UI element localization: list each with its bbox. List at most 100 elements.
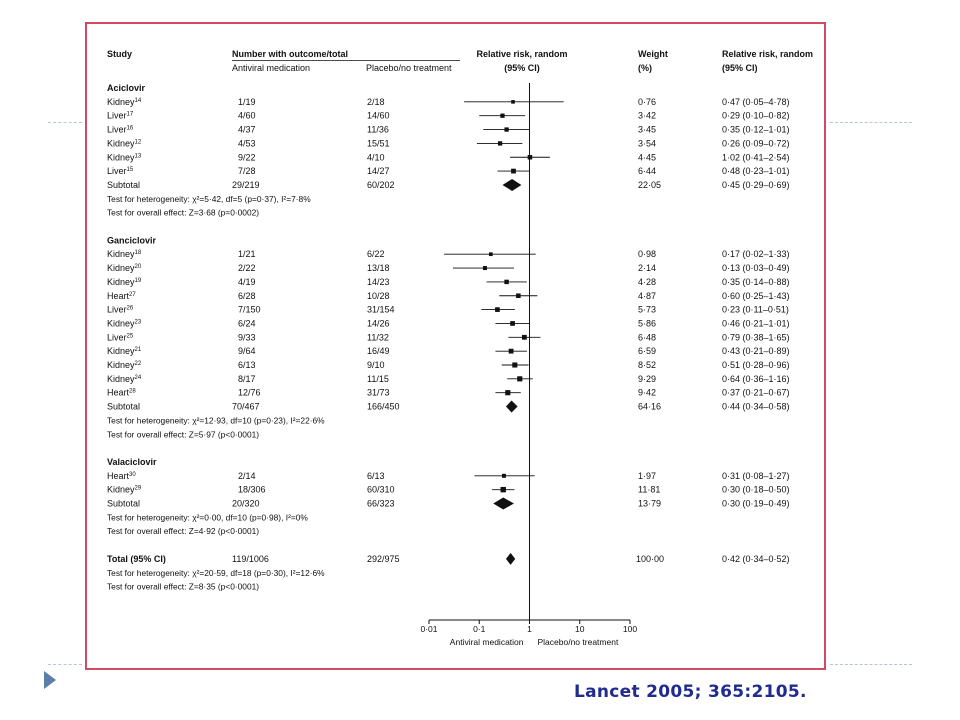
study-row-1-8-label: Kidney22: [107, 360, 142, 370]
study-row-1-0-rr-ci: 0·17 (0·02–1·33): [722, 249, 790, 259]
study-row-2-0-label: Heart30: [107, 471, 136, 481]
study-row-1-1-square: [482, 266, 487, 271]
study-row-1-3-antiviral: 6/28: [238, 291, 256, 301]
total-weight: 100·00: [636, 554, 664, 564]
study-row-1-8-rr-ci: 0·51 (0·28–0·96): [722, 360, 790, 370]
subtotal-2-label: Subtotal: [107, 499, 140, 509]
subtotal-0-diamond: [502, 178, 522, 191]
subtotal-2-diamond: [493, 497, 514, 510]
study-row-1-9-square: [517, 376, 523, 382]
group-test-0-1: Test for overall effect: Z=3·68 (p=0·000…: [107, 208, 259, 218]
study-row-1-6-label: Liver25: [107, 332, 134, 342]
group-test-1-1: Test for overall effect: Z=5·97 (p<0·000…: [107, 429, 259, 439]
study-row-1-3-label-ref: 27: [129, 292, 136, 298]
study-row-1-0-antiviral: 1/21: [238, 249, 256, 259]
study-row-2-1-label: Kidney29: [107, 485, 142, 495]
study-row-1-8-label-ref: 22: [135, 361, 142, 367]
study-row-0-1-label: Liver17: [107, 111, 134, 121]
study-row-1-5-placebo: 14/26: [367, 318, 390, 328]
study-row-0-2-label-name: Liver: [107, 125, 127, 135]
study-row-1-8-square: [512, 362, 518, 368]
study-row-2-0-label-name: Heart: [107, 471, 130, 481]
study-row-2-1-placebo: 60/310: [367, 485, 395, 495]
subtotal-0-antiviral: 29/219: [232, 180, 260, 190]
group-test-2-0: Test for heterogeneity: χ²=0·00, df=10 (…: [107, 512, 308, 522]
decor-dash-right-bottom: [830, 664, 912, 665]
study-row-1-0-label-ref: 18: [135, 250, 142, 256]
subtotal-1-diamond: [505, 400, 518, 413]
study-row-2-1-rr-ci: 0·30 (0·18–0·50): [722, 485, 790, 495]
study-row-1-9-antiviral: 8/17: [238, 374, 256, 384]
subtotal-0-placebo: 60/202: [367, 180, 395, 190]
x-tick-label-3: 10: [575, 624, 585, 634]
study-row-1-3-rr-ci: 0·60 (0·25–1·43): [722, 291, 790, 301]
study-row-1-7-label-ref: 21: [135, 347, 142, 353]
study-row-0-3-label: Kidney12: [107, 138, 142, 148]
study-row-1-2-antiviral: 4/19: [238, 277, 256, 287]
study-row-1-3-placebo: 10/28: [367, 291, 390, 301]
study-row-0-4-label-ref: 13: [135, 153, 142, 159]
group-title-0: Aciclovir: [107, 83, 146, 93]
study-row-1-5-rr-ci: 0·46 (0·21–1·01): [722, 318, 790, 328]
study-row-1-9-weight: 9·29: [638, 374, 656, 384]
study-row-0-4-label: Kidney13: [107, 152, 142, 162]
study-row-1-4-rr-ci: 0·23 (0·11–0·51): [722, 305, 789, 315]
group-test-2-1: Test for overall effect: Z=4·92 (p<0·000…: [107, 526, 259, 536]
study-row-1-10-label-ref: 28: [129, 389, 136, 395]
study-row-1-7-placebo: 16/49: [367, 346, 390, 356]
study-row-1-6-label-name: Liver: [107, 332, 127, 342]
header-rr: Relative risk, random: [476, 49, 567, 59]
study-row-1-0-square: [488, 252, 493, 257]
subtotal-2-placebo: 66/323: [367, 499, 395, 509]
subtotal-2-weight: 13·79: [638, 499, 661, 509]
study-row-1-0-label-name: Kidney: [107, 249, 135, 259]
study-row-0-0-weight: 0·76: [638, 97, 656, 107]
study-row-1-6-placebo: 11/32: [367, 332, 389, 342]
header-weight-unit: (%): [638, 63, 652, 73]
total-diamond: [505, 552, 516, 565]
study-row-1-5-label: Kidney23: [107, 318, 142, 328]
study-row-1-9-label: Kidney24: [107, 374, 142, 384]
study-row-1-7-weight: 6·59: [638, 346, 656, 356]
study-row-1-8-label-name: Kidney: [107, 360, 135, 370]
study-row-1-4-label: Liver26: [107, 305, 134, 315]
study-row-0-2-rr-ci: 0·35 (0·12–1·01): [722, 125, 790, 135]
study-row-1-6-square: [521, 334, 527, 340]
study-row-0-3-antiviral: 4/53: [238, 138, 256, 148]
group-title-2: Valaciclovir: [107, 457, 157, 467]
study-row-2-0-rr-ci: 0·31 (0·08–1·27): [722, 471, 790, 481]
citation: Lancet 2005; 365:2105.: [574, 682, 807, 702]
study-row-0-0-rr-ci: 0·47 (0·05–4·78): [722, 97, 790, 107]
study-row-1-4-square: [495, 307, 500, 312]
study-row-0-0-label: Kidney14: [107, 97, 142, 107]
study-row-1-9-rr-ci: 0·64 (0·36–1·16): [722, 374, 790, 384]
study-row-1-1-placebo: 13/18: [367, 263, 390, 273]
study-row-1-2-label-name: Kidney: [107, 277, 135, 287]
decor-dash-left-top: [48, 122, 82, 123]
study-row-0-3-square: [497, 141, 503, 146]
study-row-0-4-placebo: 4/10: [367, 152, 385, 162]
study-row-1-6-antiviral: 9/33: [238, 332, 256, 342]
study-row-0-4-label-name: Kidney: [107, 152, 135, 162]
study-row-1-10-square: [505, 390, 511, 396]
x-tick-label-2: 1: [527, 624, 532, 634]
subtotal-2-rr-ci: 0·30 (0·19–0·49): [722, 499, 790, 509]
study-row-0-3-weight: 3·54: [638, 138, 656, 148]
study-row-1-2-label-ref: 19: [135, 278, 142, 284]
x-tick-label-4: 100: [623, 624, 637, 634]
study-row-1-2-weight: 4·28: [638, 277, 656, 287]
subtotal-1-rr-ci: 0·44 (0·34–0·58): [722, 402, 790, 412]
x-tick-label-1: 0·1: [473, 624, 486, 634]
study-row-2-1-label-name: Kidney: [107, 485, 135, 495]
study-row-2-0-label-ref: 30: [129, 472, 136, 478]
study-row-1-3-square: [516, 293, 521, 299]
study-row-1-8-antiviral: 6/13: [238, 360, 256, 370]
study-row-0-3-label-ref: 12: [135, 139, 142, 145]
study-row-1-1-antiviral: 2/22: [238, 263, 256, 273]
study-row-1-6-rr-ci: 0·79 (0·38–1·65): [722, 332, 790, 342]
study-row-1-2-rr-ci: 0·35 (0·14–0·88): [722, 277, 790, 287]
study-row-1-1-label-name: Kidney: [107, 263, 135, 273]
study-row-1-1-weight: 2·14: [638, 263, 656, 273]
study-row-2-0-weight: 1·97: [638, 471, 656, 481]
study-row-0-4-weight: 4·45: [638, 152, 656, 162]
